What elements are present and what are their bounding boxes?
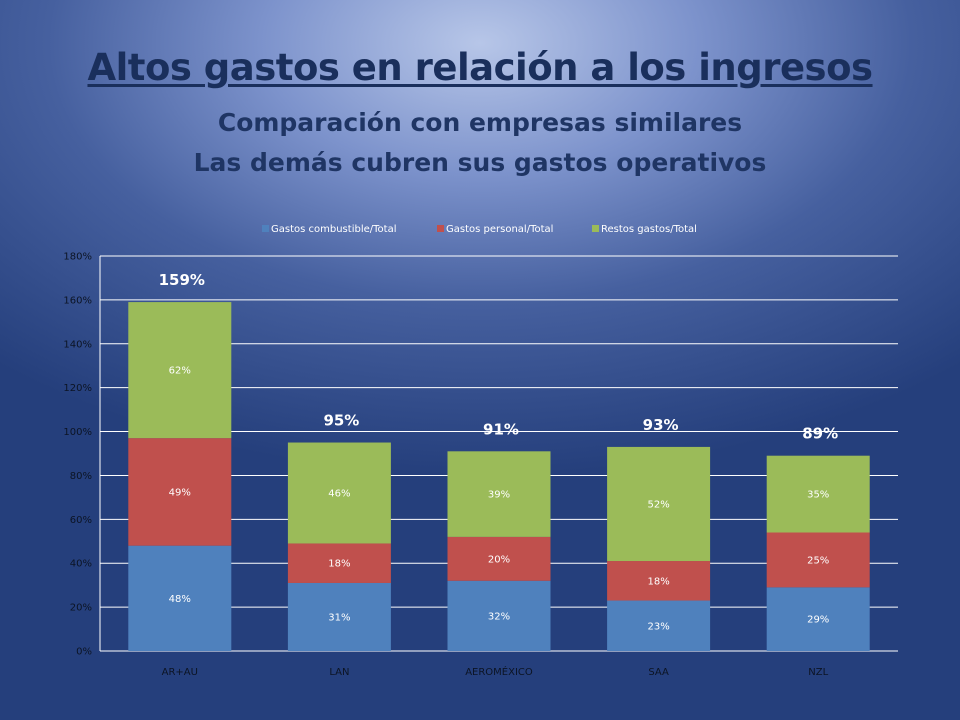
total-label: 89% (802, 425, 838, 443)
y-axis-ticks: 0% 20% 40% 60% 80% 100% 120% 140% 160% 180% (63, 252, 92, 658)
data-label: 23% (647, 621, 669, 632)
bar-segment (607, 561, 711, 601)
data-label: 29% (807, 615, 829, 626)
x-tick-label: NZL (808, 667, 828, 678)
bar-segment (607, 600, 711, 651)
x-tick-label: AR+AU (162, 667, 198, 678)
y-tick-label: 80% (70, 471, 92, 482)
bar-segment (128, 545, 232, 651)
bar-segment (766, 587, 870, 651)
legend-swatch (262, 225, 269, 232)
data-label: 62% (169, 366, 191, 377)
y-tick-label: 180% (63, 252, 92, 263)
total-label: 93% (643, 416, 679, 434)
data-label: 18% (647, 576, 669, 587)
y-tick-label: 20% (70, 603, 92, 614)
total-label: 95% (323, 412, 359, 430)
bar-segment (607, 446, 711, 562)
bar-segment (128, 302, 232, 439)
y-tick-label: 0% (76, 647, 92, 658)
y-tick-label: 60% (70, 515, 92, 526)
total-label: 159% (159, 271, 205, 289)
data-label: 46% (328, 489, 350, 500)
total-label: 91% (483, 420, 519, 438)
bar-segment (287, 543, 391, 583)
bar-segment (287, 442, 391, 544)
y-tick-label: 120% (63, 383, 92, 394)
data-label: 31% (328, 612, 350, 623)
legend-label: Restos gastos/Total (601, 224, 697, 235)
bar-segment (447, 580, 551, 651)
x-tick-label: SAA (648, 667, 669, 678)
legend-swatch (592, 225, 599, 232)
bar-segment (447, 536, 551, 581)
data-label: 52% (647, 499, 669, 510)
data-label: 25% (807, 555, 829, 566)
y-tick-label: 100% (63, 427, 92, 438)
slide-subtitle-comparison: Comparación con empresas similares (217, 108, 743, 137)
bar-segment (447, 451, 551, 537)
y-tick-label: 160% (63, 295, 92, 306)
bar-segment (128, 438, 232, 546)
data-label: 20% (488, 554, 510, 565)
chart-legend: Gastos combustible/Total Gastos personal/… (262, 224, 697, 235)
x-tick-label: AEROMÉXICO (465, 665, 533, 678)
bar-segment (766, 455, 870, 533)
data-label: 35% (807, 490, 829, 501)
legend-swatch (437, 225, 444, 232)
data-label: 39% (488, 490, 510, 501)
chart-bars: 48% 49% 62% 159% 31% 18% 46% 95% 32% 20% 39% 91% 23%… (128, 271, 870, 651)
y-tick-label: 40% (70, 559, 92, 570)
data-label: 49% (169, 487, 191, 498)
y-tick-label: 140% (63, 339, 92, 350)
x-axis-ticks: AR+AU LAN AEROMÉXICO SAA NZL (162, 665, 829, 678)
legend-label: Gastos combustible/Total (271, 224, 396, 235)
slide-title: Altos gastos en relación a los ingresos (87, 46, 873, 89)
bar-segment (766, 532, 870, 588)
x-tick-label: LAN (329, 667, 349, 678)
legend-label: Gastos personal/Total (446, 224, 553, 235)
data-label: 48% (169, 594, 191, 605)
bar-segment (287, 582, 391, 651)
slide-subtitle-coverage: Las demás cubren sus gastos operativos (193, 148, 767, 177)
data-label: 18% (328, 559, 350, 570)
data-label: 32% (488, 611, 510, 622)
